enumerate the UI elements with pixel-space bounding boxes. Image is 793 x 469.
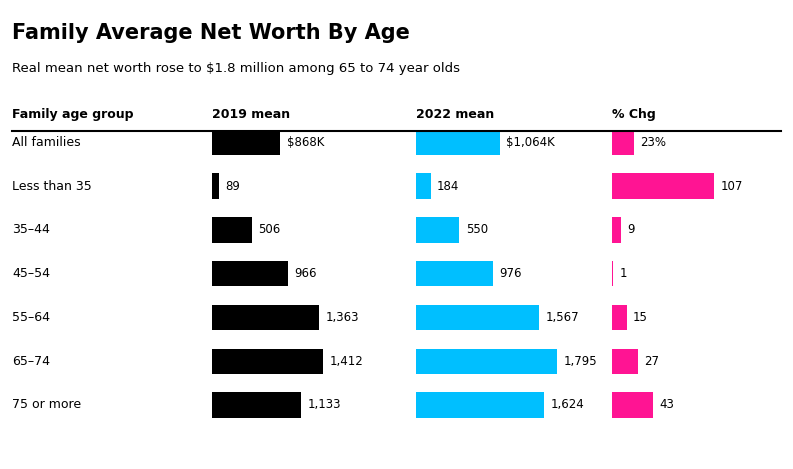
Text: 966: 966	[294, 267, 317, 280]
Text: 43: 43	[660, 399, 674, 411]
FancyBboxPatch shape	[212, 305, 320, 330]
FancyBboxPatch shape	[612, 392, 653, 417]
Text: 2019 mean: 2019 mean	[212, 108, 290, 121]
FancyBboxPatch shape	[612, 217, 621, 242]
FancyBboxPatch shape	[212, 174, 219, 199]
Text: 1,412: 1,412	[329, 355, 363, 368]
Text: 1: 1	[619, 267, 627, 280]
Text: 35–44: 35–44	[12, 223, 50, 236]
Text: % Chg: % Chg	[612, 108, 656, 121]
Text: 2022 mean: 2022 mean	[416, 108, 494, 121]
FancyBboxPatch shape	[212, 392, 301, 417]
Text: Less than 35: Less than 35	[12, 180, 92, 193]
FancyBboxPatch shape	[212, 261, 288, 287]
Text: 45–54: 45–54	[12, 267, 50, 280]
Text: 550: 550	[465, 223, 488, 236]
Text: 1,133: 1,133	[308, 399, 341, 411]
FancyBboxPatch shape	[416, 217, 459, 242]
FancyBboxPatch shape	[612, 348, 638, 374]
Text: 9: 9	[627, 223, 634, 236]
Text: 184: 184	[437, 180, 459, 193]
Text: Family Average Net Worth By Age: Family Average Net Worth By Age	[12, 23, 410, 43]
FancyBboxPatch shape	[212, 130, 281, 155]
FancyBboxPatch shape	[416, 348, 557, 374]
Text: Real mean net worth rose to $1.8 million among 65 to 74 year olds: Real mean net worth rose to $1.8 million…	[12, 62, 460, 75]
FancyBboxPatch shape	[416, 130, 500, 155]
FancyBboxPatch shape	[612, 130, 634, 155]
Text: 1,567: 1,567	[546, 311, 580, 324]
Text: $868K: $868K	[287, 136, 324, 149]
Text: 75 or more: 75 or more	[12, 399, 81, 411]
Text: 65–74: 65–74	[12, 355, 50, 368]
Text: 27: 27	[644, 355, 659, 368]
Text: 15: 15	[633, 311, 648, 324]
Text: 1,624: 1,624	[550, 399, 584, 411]
FancyBboxPatch shape	[212, 348, 324, 374]
FancyBboxPatch shape	[612, 174, 714, 199]
Text: 55–64: 55–64	[12, 311, 50, 324]
Text: 1,795: 1,795	[564, 355, 597, 368]
FancyBboxPatch shape	[416, 261, 493, 287]
FancyBboxPatch shape	[416, 392, 544, 417]
Text: 1,363: 1,363	[326, 311, 359, 324]
Text: 506: 506	[259, 223, 281, 236]
FancyBboxPatch shape	[212, 217, 252, 242]
Text: Family age group: Family age group	[12, 108, 133, 121]
Text: 107: 107	[721, 180, 743, 193]
Text: All families: All families	[12, 136, 81, 149]
Text: $1,064K: $1,064K	[506, 136, 555, 149]
Text: 976: 976	[499, 267, 522, 280]
FancyBboxPatch shape	[612, 305, 626, 330]
FancyBboxPatch shape	[612, 261, 613, 287]
Text: 23%: 23%	[641, 136, 666, 149]
FancyBboxPatch shape	[416, 305, 539, 330]
FancyBboxPatch shape	[416, 174, 431, 199]
Text: 89: 89	[225, 180, 240, 193]
